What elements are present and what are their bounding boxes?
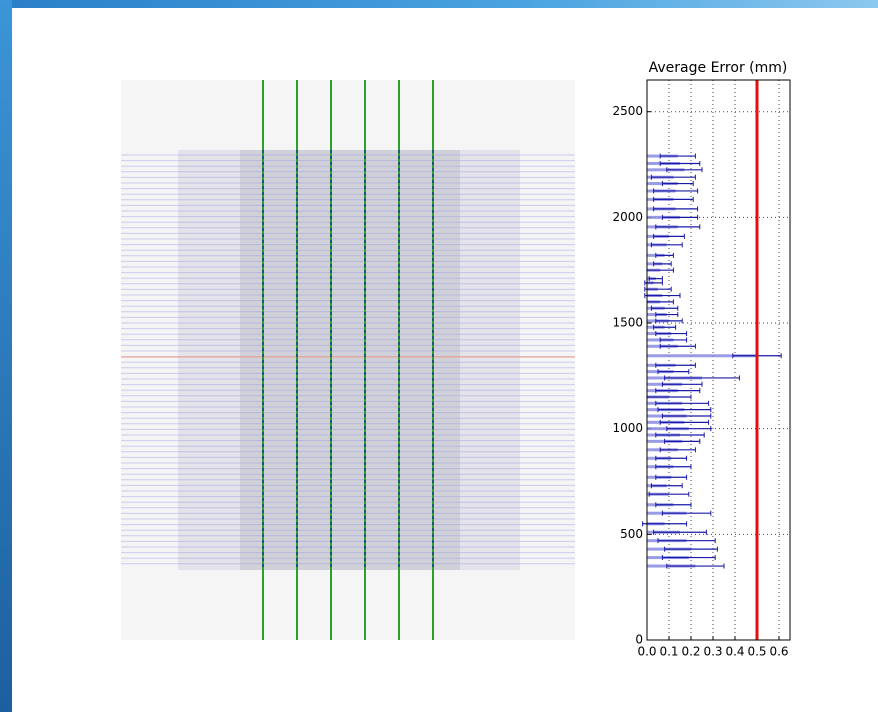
y-tick-label: 0 xyxy=(635,633,643,647)
x-tick-label: 0.5 xyxy=(747,645,766,659)
y-tick-label: 1500 xyxy=(612,316,643,330)
y-tick-label: 500 xyxy=(620,527,643,541)
x-tick-label: 0.0 xyxy=(637,645,656,659)
calibration-image xyxy=(121,80,575,640)
figure: Average Error (mm) 0.00.10.20.30.40.50.6… xyxy=(0,0,878,712)
image-region xyxy=(240,150,460,570)
x-tick-label: 0.3 xyxy=(703,645,722,659)
x-tick-label: 0.4 xyxy=(725,645,744,659)
y-tick-label: 2500 xyxy=(612,104,643,118)
chart-title: Average Error (mm) xyxy=(649,60,788,76)
x-tick-label: 0.2 xyxy=(681,645,700,659)
y-tick-label: 2000 xyxy=(612,210,643,224)
page: {"chart_data": {"type": "hbar", "title":… xyxy=(0,0,878,712)
y-tick-label: 1000 xyxy=(612,421,643,435)
x-tick-label: 0.6 xyxy=(769,645,788,659)
x-tick-label: 0.1 xyxy=(659,645,678,659)
